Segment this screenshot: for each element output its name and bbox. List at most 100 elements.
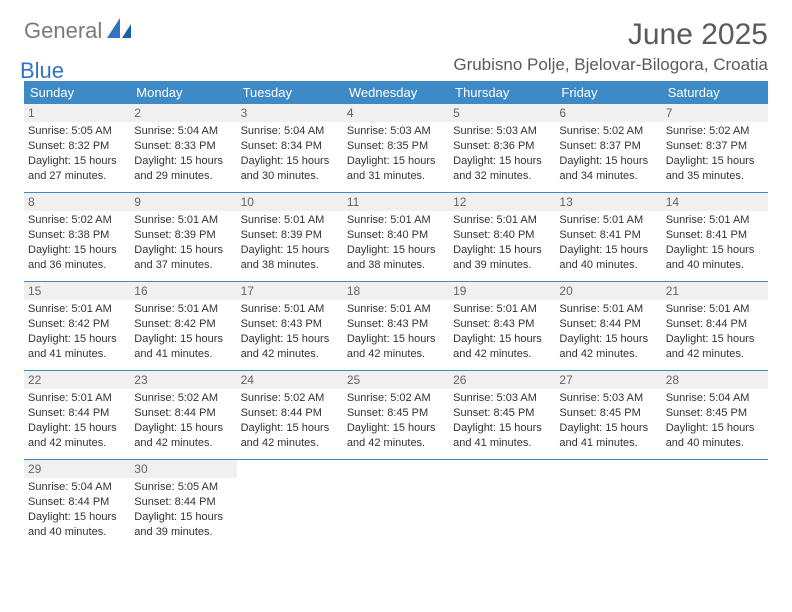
day-details: Sunrise: 5:01 AMSunset: 8:43 PMDaylight:…	[241, 302, 339, 361]
brand-word-1: General	[24, 18, 102, 43]
calendar-cell: 27 Sunrise: 5:03 AMSunset: 8:45 PMDayligh…	[555, 371, 661, 460]
sunset-line: Sunset: 8:45 PM	[666, 406, 764, 421]
day-details: Sunrise: 5:04 AMSunset: 8:44 PMDaylight:…	[28, 480, 126, 539]
sunrise-line: Sunrise: 5:04 AM	[666, 391, 764, 406]
calendar-page: General Blue June 2025 Grubisno Polje, B…	[0, 0, 792, 612]
calendar-cell	[555, 460, 661, 549]
day-number: 20	[555, 282, 661, 300]
day-details: Sunrise: 5:02 AMSunset: 8:44 PMDaylight:…	[134, 391, 232, 450]
sunrise-line: Sunrise: 5:01 AM	[28, 302, 126, 317]
day-number: 11	[343, 193, 449, 211]
calendar-row: 29 Sunrise: 5:04 AMSunset: 8:44 PMDayligh…	[24, 460, 768, 549]
sunset-line: Sunset: 8:42 PM	[28, 317, 126, 332]
sunset-line: Sunset: 8:39 PM	[241, 228, 339, 243]
title-block: June 2025 Grubisno Polje, Bjelovar-Bilog…	[453, 18, 768, 75]
day-details: Sunrise: 5:01 AMSunset: 8:42 PMDaylight:…	[28, 302, 126, 361]
calendar-cell: 6Sunrise: 5:02 AMSunset: 8:37 PMDaylight…	[555, 104, 661, 193]
daylight-line: Daylight: 15 hours and 38 minutes.	[347, 243, 445, 273]
daylight-line: Daylight: 15 hours and 32 minutes.	[453, 154, 551, 184]
day-number: 28	[662, 371, 768, 389]
day-details: Sunrise: 5:01 AMSunset: 8:42 PMDaylight:…	[134, 302, 232, 361]
sunset-line: Sunset: 8:43 PM	[347, 317, 445, 332]
sunrise-line: Sunrise: 5:01 AM	[134, 302, 232, 317]
calendar-cell	[343, 460, 449, 549]
calendar-cell: 29 Sunrise: 5:04 AMSunset: 8:44 PMDayligh…	[24, 460, 130, 549]
daylight-line: Daylight: 15 hours and 40 minutes.	[28, 510, 126, 540]
day-number: 16	[130, 282, 236, 300]
daylight-line: Daylight: 15 hours and 42 minutes.	[666, 332, 764, 362]
sunrise-line: Sunrise: 5:02 AM	[134, 391, 232, 406]
calendar-cell: 5Sunrise: 5:03 AMSunset: 8:36 PMDaylight…	[449, 104, 555, 193]
day-details: Sunrise: 5:02 AMSunset: 8:37 PMDaylight:…	[666, 124, 764, 183]
sunrise-line: Sunrise: 5:01 AM	[666, 213, 764, 228]
sunset-line: Sunset: 8:37 PM	[666, 139, 764, 154]
day-details: Sunrise: 5:04 AMSunset: 8:34 PMDaylight:…	[241, 124, 339, 183]
sunset-line: Sunset: 8:40 PM	[347, 228, 445, 243]
calendar-cell: 3 Sunrise: 5:04 AMSunset: 8:34 PMDaylight…	[237, 104, 343, 193]
sunset-line: Sunset: 8:34 PM	[241, 139, 339, 154]
daylight-line: Daylight: 15 hours and 35 minutes.	[666, 154, 764, 184]
sunset-line: Sunset: 8:37 PM	[559, 139, 657, 154]
day-number: 27	[555, 371, 661, 389]
daylight-line: Daylight: 15 hours and 41 minutes.	[28, 332, 126, 362]
daylight-line: Daylight: 15 hours and 42 minutes.	[241, 332, 339, 362]
sunrise-line: Sunrise: 5:03 AM	[453, 124, 551, 139]
calendar-cell: 18Sunrise: 5:01 AMSunset: 8:43 PMDayligh…	[343, 282, 449, 371]
calendar-cell: 23Sunrise: 5:02 AMSunset: 8:44 PMDayligh…	[130, 371, 236, 460]
day-details: Sunrise: 5:05 AMSunset: 8:32 PMDaylight:…	[28, 124, 126, 183]
calendar-body: 1 Sunrise: 5:05 AMSunset: 8:32 PMDaylight…	[24, 104, 768, 548]
sunrise-line: Sunrise: 5:03 AM	[347, 124, 445, 139]
calendar-cell: 24Sunrise: 5:02 AMSunset: 8:44 PMDayligh…	[237, 371, 343, 460]
daylight-line: Daylight: 15 hours and 38 minutes.	[241, 243, 339, 273]
weekday-tuesday: Tuesday	[237, 81, 343, 104]
page-title: June 2025	[453, 18, 768, 51]
sunset-line: Sunset: 8:44 PM	[666, 317, 764, 332]
day-details: Sunrise: 5:01 AMSunset: 8:39 PMDaylight:…	[241, 213, 339, 272]
sunrise-line: Sunrise: 5:01 AM	[241, 302, 339, 317]
day-number: 13	[555, 193, 661, 211]
calendar-row: 15Sunrise: 5:01 AMSunset: 8:42 PMDayligh…	[24, 282, 768, 371]
daylight-line: Daylight: 15 hours and 42 minutes.	[241, 421, 339, 451]
day-details: Sunrise: 5:03 AMSunset: 8:45 PMDaylight:…	[453, 391, 551, 450]
sunset-line: Sunset: 8:43 PM	[453, 317, 551, 332]
day-details: Sunrise: 5:03 AMSunset: 8:45 PMDaylight:…	[559, 391, 657, 450]
sunset-line: Sunset: 8:40 PM	[453, 228, 551, 243]
sunset-line: Sunset: 8:44 PM	[241, 406, 339, 421]
sunrise-line: Sunrise: 5:01 AM	[559, 302, 657, 317]
day-number: 29	[24, 460, 130, 478]
sunset-line: Sunset: 8:33 PM	[134, 139, 232, 154]
calendar-cell: 14Sunrise: 5:01 AMSunset: 8:41 PMDayligh…	[662, 193, 768, 282]
day-details: Sunrise: 5:01 AMSunset: 8:41 PMDaylight:…	[559, 213, 657, 272]
location-subtitle: Grubisno Polje, Bjelovar-Bilogora, Croat…	[453, 55, 768, 75]
daylight-line: Daylight: 15 hours and 39 minutes.	[453, 243, 551, 273]
brand-sail-icon	[107, 18, 133, 43]
day-details: Sunrise: 5:01 AMSunset: 8:39 PMDaylight:…	[134, 213, 232, 272]
sunset-line: Sunset: 8:44 PM	[559, 317, 657, 332]
day-number: 2	[130, 104, 236, 122]
calendar-row: 1 Sunrise: 5:05 AMSunset: 8:32 PMDaylight…	[24, 104, 768, 193]
calendar-cell: 10 Sunrise: 5:01 AMSunset: 8:39 PMDayligh…	[237, 193, 343, 282]
daylight-line: Daylight: 15 hours and 37 minutes.	[134, 243, 232, 273]
calendar-cell: 21Sunrise: 5:01 AMSunset: 8:44 PMDayligh…	[662, 282, 768, 371]
day-number: 10	[237, 193, 343, 211]
daylight-line: Daylight: 15 hours and 42 minutes.	[559, 332, 657, 362]
day-number: 30	[130, 460, 236, 478]
sunset-line: Sunset: 8:43 PM	[241, 317, 339, 332]
weekday-sunday: Sunday	[24, 81, 130, 104]
daylight-line: Daylight: 15 hours and 42 minutes.	[453, 332, 551, 362]
daylight-line: Daylight: 15 hours and 42 minutes.	[134, 421, 232, 451]
daylight-line: Daylight: 15 hours and 36 minutes.	[28, 243, 126, 273]
daylight-line: Daylight: 15 hours and 34 minutes.	[559, 154, 657, 184]
day-number: 3	[237, 104, 343, 122]
sunset-line: Sunset: 8:41 PM	[666, 228, 764, 243]
day-number: 15	[24, 282, 130, 300]
header-bar: General Blue June 2025 Grubisno Polje, B…	[24, 18, 768, 75]
sunset-line: Sunset: 8:45 PM	[559, 406, 657, 421]
day-number: 1	[24, 104, 130, 122]
sunrise-line: Sunrise: 5:02 AM	[241, 391, 339, 406]
calendar-cell	[237, 460, 343, 549]
calendar-cell: 4Sunrise: 5:03 AMSunset: 8:35 PMDaylight…	[343, 104, 449, 193]
sunset-line: Sunset: 8:45 PM	[453, 406, 551, 421]
calendar-cell: 12Sunrise: 5:01 AMSunset: 8:40 PMDayligh…	[449, 193, 555, 282]
day-details: Sunrise: 5:02 AMSunset: 8:38 PMDaylight:…	[28, 213, 126, 272]
